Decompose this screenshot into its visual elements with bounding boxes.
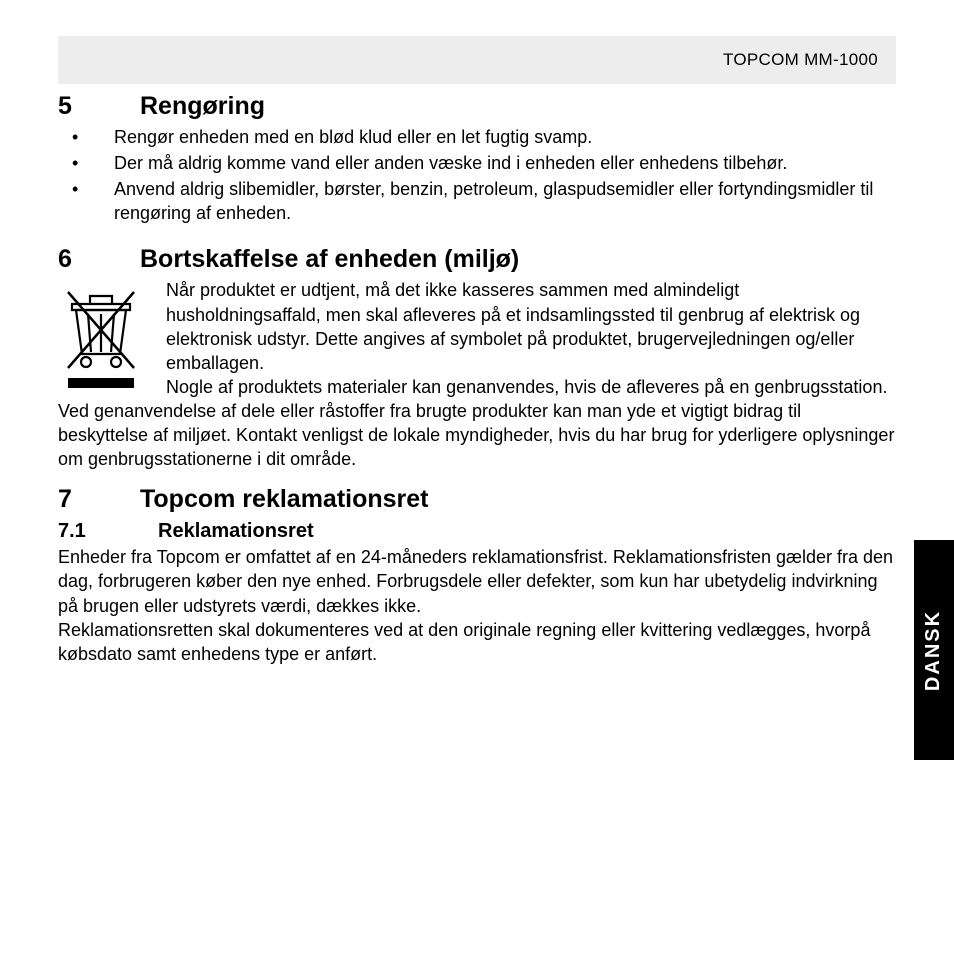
- section7-sub-num: 7.1: [58, 520, 158, 543]
- section7-sub-title: Reklamationsret: [158, 520, 314, 543]
- section5-bullets: • Rengør enheden med en blød klud eller …: [58, 125, 896, 225]
- header-band: TOPCOM MM-1000: [58, 36, 896, 84]
- weee-icon: [58, 282, 158, 392]
- section5-heading: 5 Rengøring: [58, 92, 896, 121]
- language-tab: DANSK: [914, 540, 954, 760]
- bullet-icon: •: [58, 177, 114, 225]
- list-item: • Der må aldrig komme vand eller anden v…: [58, 151, 896, 175]
- bullet-text: Anvend aldrig slibemidler, børster, benz…: [114, 177, 896, 225]
- section7-num: 7: [58, 485, 140, 514]
- section7-heading: 7 Topcom reklamationsret: [58, 485, 896, 514]
- bullet-text: Der må aldrig komme vand eller anden væs…: [114, 151, 896, 175]
- section7-body: Enheder fra Topcom er omfattet af en 24-…: [58, 545, 896, 666]
- bullet-icon: •: [58, 151, 114, 175]
- product-name: TOPCOM MM-1000: [723, 50, 878, 69]
- section6-body: Når produktet er udtjent, må det ikke ka…: [58, 278, 896, 471]
- bullet-icon: •: [58, 125, 114, 149]
- section6-title: Bortskaffelse af enheden (miljø): [140, 245, 519, 274]
- section5-num: 5: [58, 92, 140, 121]
- list-item: • Anvend aldrig slibemidler, børster, be…: [58, 177, 896, 225]
- section6-heading: 6 Bortskaffelse af enheden (miljø): [58, 245, 896, 274]
- section7-subheading: 7.1 Reklamationsret: [58, 520, 896, 543]
- section5-title: Rengøring: [140, 92, 265, 121]
- section7-title: Topcom reklamationsret: [140, 485, 429, 514]
- section6-num: 6: [58, 245, 140, 274]
- language-tab-label: DANSK: [923, 609, 946, 690]
- bullet-text: Rengør enheden med en blød klud eller en…: [114, 125, 896, 149]
- list-item: • Rengør enheden med en blød klud eller …: [58, 125, 896, 149]
